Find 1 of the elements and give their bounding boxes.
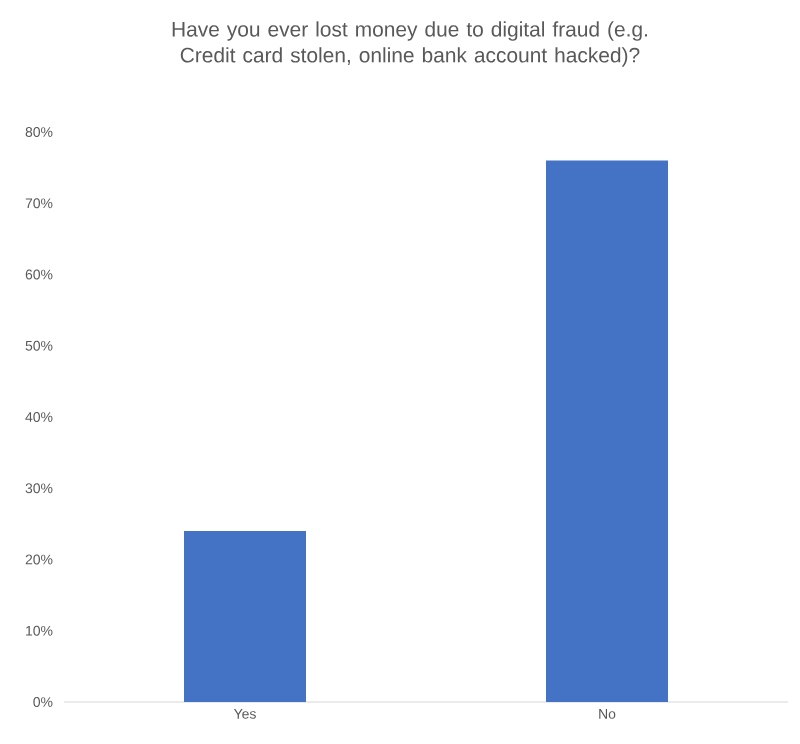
- chart-title: Have you ever lost money due to digital fraud (e.g. Credit card stolen, online bank account hacked)?: [172, 21, 647, 67]
